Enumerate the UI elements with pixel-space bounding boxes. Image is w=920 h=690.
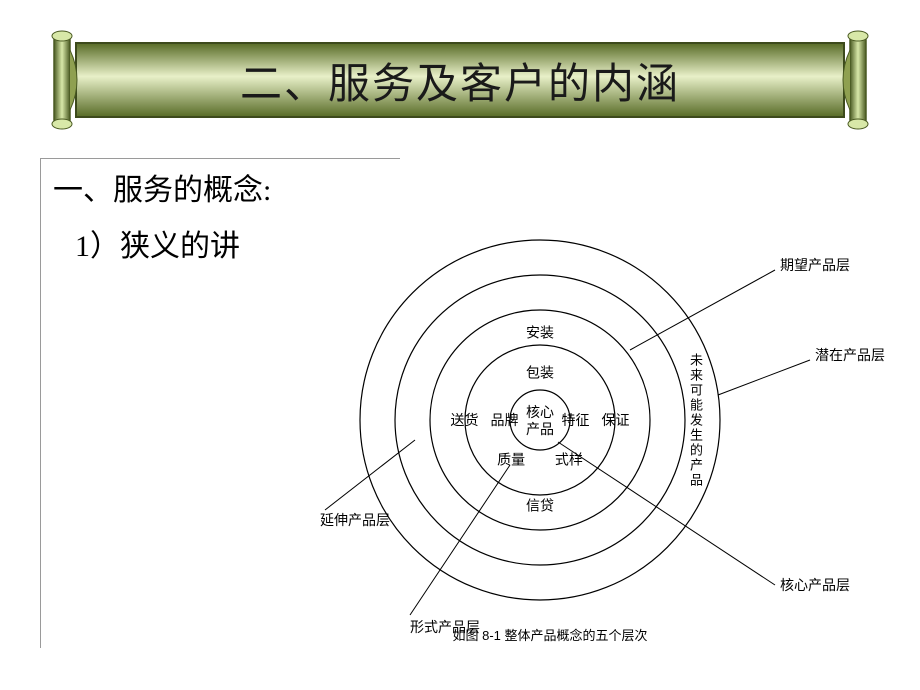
heading-line-1: 一、服务的概念: (53, 165, 390, 209)
svg-text:未: 未 (690, 353, 703, 368)
svg-text:特征: 特征 (562, 412, 590, 428)
svg-text:延伸产品层: 延伸产品层 (320, 512, 390, 528)
svg-text:产品: 产品 (526, 421, 554, 437)
svg-text:如图 8-1 整体产品概念的五个层次: 如图 8-1 整体产品概念的五个层次 (452, 628, 647, 643)
svg-text:期望产品层: 期望产品层 (780, 257, 850, 273)
svg-text:核心产品层: 核心产品层 (780, 577, 850, 593)
svg-text:保证: 保证 (602, 412, 630, 428)
svg-text:质量: 质量 (497, 451, 525, 467)
svg-text:送货: 送货 (451, 412, 479, 428)
banner-bar: 二、服务及客户的内涵 (75, 42, 845, 118)
page-title: 二、服务及客户的内涵 (240, 50, 680, 111)
svg-text:潜在产品层: 潜在产品层 (815, 347, 885, 363)
svg-text:品牌: 品牌 (491, 412, 519, 428)
svg-text:核心: 核心 (526, 404, 554, 420)
scroll-right-cap (836, 30, 880, 130)
svg-text:信贷: 信贷 (526, 498, 554, 514)
svg-text:式样: 式样 (555, 451, 583, 467)
scroll-left-cap (40, 30, 84, 130)
svg-text:安装: 安装 (526, 325, 554, 341)
svg-text:包装: 包装 (526, 365, 554, 381)
svg-text:能: 能 (690, 398, 703, 413)
svg-text:来: 来 (690, 368, 703, 383)
svg-text:品: 品 (690, 473, 703, 488)
svg-text:发: 发 (690, 413, 703, 428)
svg-text:的: 的 (690, 443, 703, 458)
svg-text:可: 可 (690, 383, 703, 398)
svg-text:产: 产 (690, 458, 703, 473)
svg-text:生: 生 (690, 428, 703, 443)
concentric-diagram: 核心产品包装品牌特征质量式样安装送货保证信贷未来可能发生的产品期望产品层潜在产品… (270, 225, 910, 655)
title-banner: 二、服务及客户的内涵 (40, 30, 880, 130)
